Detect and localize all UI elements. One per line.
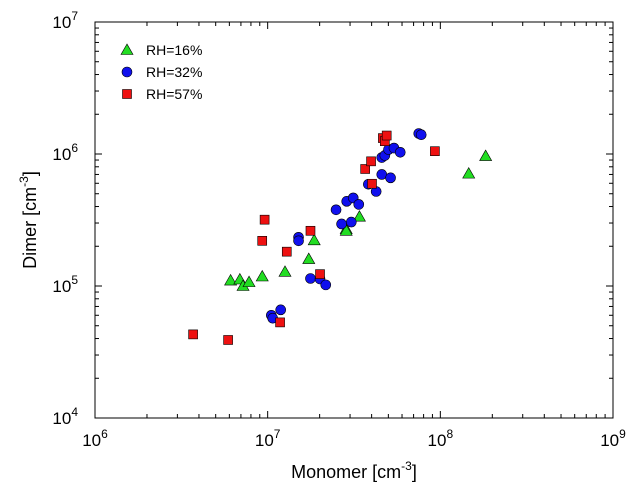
legend-label: RH=16% [146, 42, 202, 58]
data-point [224, 273, 238, 286]
data-point [415, 129, 427, 141]
x-axis-title: Monomer [cm-3] [291, 459, 417, 482]
data-point [394, 147, 406, 158]
tick-base: 10 [255, 431, 274, 450]
tick-base: 10 [82, 431, 101, 450]
data-point [315, 269, 325, 279]
tick-exponent: 5 [71, 273, 78, 287]
y-tick-label: 106 [52, 141, 78, 164]
data-point [381, 130, 392, 141]
data-point [430, 146, 440, 157]
legend: RH=16% RH=32% RH=57% [120, 42, 202, 102]
legend-marker [121, 66, 133, 78]
data-points [188, 128, 493, 345]
data-point [366, 156, 376, 167]
tick-base: 10 [428, 431, 447, 450]
tick-exponent: 9 [619, 427, 626, 441]
data-point [278, 265, 292, 277]
data-point [275, 317, 285, 328]
x-tick-label: 108 [428, 427, 454, 450]
tick-base: 10 [600, 431, 619, 450]
legend-marker [120, 43, 134, 55]
tick-base: 10 [52, 409, 71, 428]
data-point [353, 199, 365, 210]
x-tick-label: 107 [255, 427, 281, 450]
data-point [242, 275, 256, 287]
data-point [345, 216, 357, 228]
data-point [367, 178, 377, 189]
y-axis-title: Dimer [cm-3] [17, 171, 40, 269]
data-point [360, 164, 370, 174]
y-tick-label: 104 [52, 405, 78, 428]
data-point [305, 225, 316, 236]
data-point [352, 210, 366, 222]
plot-area [94, 21, 614, 419]
tick-exponent: 6 [71, 141, 78, 155]
data-point [293, 235, 304, 247]
data-point [336, 218, 347, 230]
data-point [385, 172, 396, 184]
data-point [275, 304, 287, 316]
data-point [281, 246, 292, 257]
data-point [305, 273, 316, 284]
data-point [257, 236, 268, 246]
data-point [259, 214, 270, 225]
data-point [462, 167, 476, 179]
tick-base: 10 [52, 13, 71, 32]
legend-marker [122, 89, 132, 99]
legend-label: RH=57% [146, 86, 202, 102]
tick-base: 10 [52, 277, 71, 296]
x-tick-label: 106 [82, 427, 108, 450]
data-point [255, 269, 269, 282]
tick-exponent: 7 [274, 427, 281, 441]
data-point [320, 279, 332, 291]
data-point [223, 335, 233, 345]
tick-exponent: 7 [71, 9, 78, 23]
tick-exponent: 6 [101, 427, 108, 441]
data-point [188, 329, 198, 340]
axis-ticks [94, 22, 613, 419]
data-point [307, 233, 321, 246]
data-point [330, 204, 342, 216]
tick-exponent: 8 [446, 427, 453, 441]
y-tick-label: 105 [52, 273, 78, 296]
tick-base: 10 [52, 145, 71, 164]
y-tick-label: 107 [52, 9, 78, 32]
legend-label: RH=32% [146, 64, 202, 80]
data-point [302, 252, 316, 264]
x-tick-label: 109 [600, 427, 626, 450]
tick-exponent: 4 [71, 405, 78, 419]
data-point [339, 224, 353, 236]
data-point [479, 149, 493, 161]
